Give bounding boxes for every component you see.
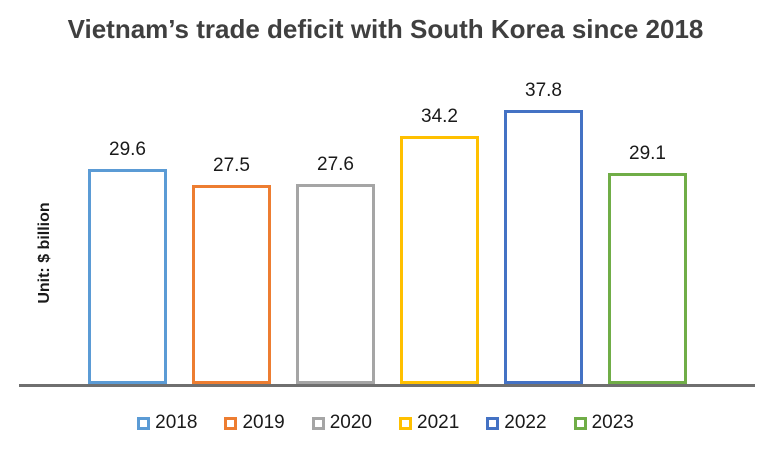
legend-marker-icon bbox=[311, 416, 325, 430]
legend-item-2020: 2020 bbox=[311, 412, 372, 434]
legend-item-2021: 2021 bbox=[399, 412, 459, 434]
bar-value-label: 37.8 bbox=[525, 80, 562, 101]
chart-title: Vietnam’s trade deficit with South Korea… bbox=[67, 14, 704, 44]
bar-2019 bbox=[192, 185, 271, 384]
legend-marker-icon bbox=[224, 416, 238, 430]
bar-value-label: 29.1 bbox=[629, 143, 666, 164]
legend-item-2018: 2018 bbox=[137, 412, 197, 434]
legend-label: 2018 bbox=[155, 412, 198, 433]
legend-marker-icon bbox=[573, 416, 587, 430]
bar-2022 bbox=[504, 110, 583, 384]
legend-item-2019: 2019 bbox=[224, 412, 285, 434]
bar-2021 bbox=[400, 136, 479, 384]
legend-label: 2022 bbox=[504, 412, 547, 433]
bar-2018 bbox=[88, 169, 167, 384]
bar-2023 bbox=[608, 173, 687, 384]
bar-value-label: 27.5 bbox=[213, 155, 250, 176]
bar-value-label: 34.2 bbox=[421, 106, 458, 127]
legend-marker-icon bbox=[137, 416, 151, 430]
plot-area: 29.6 27.5 27.6 34.2 37.8 29.1 bbox=[19, 80, 755, 387]
legend-label: 2019 bbox=[242, 412, 285, 433]
legend-item-2023: 2023 bbox=[573, 412, 634, 434]
legend-label: 2021 bbox=[417, 412, 460, 433]
legend-item-2022: 2022 bbox=[486, 412, 547, 434]
bar-2020 bbox=[296, 184, 375, 384]
legend-marker-icon bbox=[486, 416, 500, 430]
legend-label: 2023 bbox=[591, 412, 634, 433]
bar-value-label: 27.6 bbox=[317, 154, 354, 175]
bar-value-label: 29.6 bbox=[109, 139, 146, 160]
legend: 2018 2019 2020 2021 2022 2023 bbox=[0, 412, 771, 434]
legend-label: 2020 bbox=[329, 412, 372, 433]
legend-marker-icon bbox=[399, 416, 412, 430]
